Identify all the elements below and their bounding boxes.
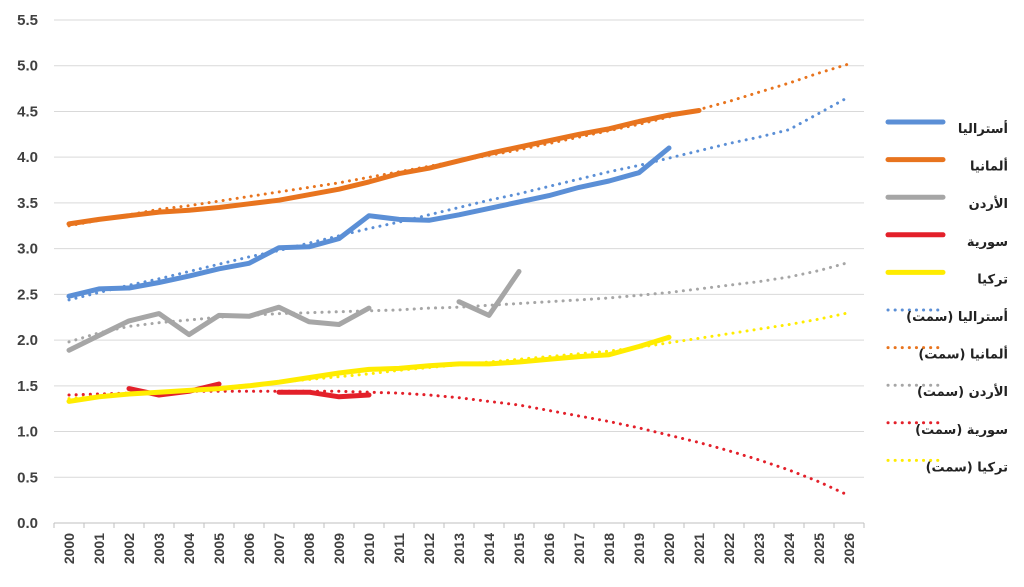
x-tick-label: 2024 bbox=[781, 533, 797, 564]
y-tick-label: 4.5 bbox=[17, 103, 38, 120]
x-tick-label: 2006 bbox=[241, 533, 257, 564]
legend-label: أستراليا (سمت) bbox=[906, 308, 1008, 325]
x-tick-label: 2009 bbox=[331, 533, 347, 564]
legend-label: أستراليا bbox=[958, 120, 1008, 137]
x-tick-label: 2012 bbox=[421, 533, 437, 564]
x-tick-label: 2005 bbox=[211, 533, 227, 564]
x-tick-label: 2013 bbox=[451, 533, 467, 564]
x-tick-label: 2015 bbox=[511, 533, 527, 564]
series-line-4 bbox=[66, 334, 672, 404]
x-tick-label: 2014 bbox=[481, 533, 497, 564]
y-tick-label: 1.0 bbox=[17, 424, 38, 441]
x-tick-label: 2022 bbox=[721, 533, 737, 564]
legend: أستراليا ألمانيا الأردن سورية تركيا أستراليا … bbox=[885, 119, 1008, 475]
series-line-0 bbox=[66, 145, 672, 299]
y-tick-label: 2.0 bbox=[17, 332, 38, 349]
x-tick-label: 2000 bbox=[61, 533, 77, 564]
series-line-2 bbox=[66, 304, 372, 353]
x-axis-ticks: 2000 2001 2002 2003 2004 2005 2006 2007 2008 2009… bbox=[53, 523, 865, 564]
trend-line-6 bbox=[67, 62, 851, 228]
series-line-3 bbox=[276, 389, 372, 400]
legend-label: ألمانيا bbox=[970, 158, 1008, 175]
y-tick-label: 0.0 bbox=[17, 515, 38, 532]
x-tick-label: 2008 bbox=[301, 533, 317, 564]
y-tick-label: 5.5 bbox=[17, 12, 38, 29]
x-tick-label: 2023 bbox=[751, 533, 767, 564]
x-tick-label: 2004 bbox=[181, 533, 197, 564]
legend-label: سورية bbox=[967, 235, 1008, 250]
x-tick-label: 2018 bbox=[601, 533, 617, 564]
y-tick-label: 4.0 bbox=[17, 149, 38, 166]
x-tick-label: 2026 bbox=[841, 533, 857, 564]
x-tick-label: 2001 bbox=[91, 533, 107, 564]
y-tick-label: 3.5 bbox=[17, 195, 38, 212]
trend-line-7 bbox=[67, 260, 851, 344]
legend-label: الأردن (سمت) bbox=[917, 383, 1008, 400]
x-tick-label: 2011 bbox=[391, 533, 407, 564]
y-tick-label: 3.0 bbox=[17, 241, 38, 258]
x-tick-label: 2003 bbox=[151, 533, 167, 564]
gridlines bbox=[54, 19, 864, 478]
x-tick-label: 2025 bbox=[811, 533, 827, 564]
x-tick-label: 2019 bbox=[631, 533, 647, 564]
y-tick-label: 1.5 bbox=[17, 378, 38, 395]
legend-label: ألمانيا (سمت) bbox=[918, 346, 1008, 363]
trend-line-8 bbox=[67, 389, 851, 498]
x-tick-label: 2017 bbox=[571, 533, 587, 564]
y-tick-label: 0.5 bbox=[17, 469, 38, 486]
x-tick-label: 2007 bbox=[271, 533, 287, 564]
legend-label: سورية (سمت) bbox=[915, 423, 1008, 438]
series-line-1 bbox=[66, 108, 702, 227]
y-axis-ticks: 0.0 0.5 1.0 1.5 2.0 2.5 3.0 3.5 4.0 4.5 5.0 5.5 bbox=[17, 12, 38, 532]
x-tick-label: 2021 bbox=[691, 533, 707, 564]
trend-line-5 bbox=[67, 95, 851, 302]
data-series bbox=[66, 108, 702, 404]
trend-series bbox=[67, 62, 851, 498]
y-tick-label: 2.5 bbox=[17, 286, 38, 303]
x-tick-label: 2016 bbox=[541, 533, 557, 564]
x-tick-label: 2020 bbox=[661, 533, 677, 564]
legend-label: الأردن bbox=[969, 195, 1008, 212]
legend-label: تركيا bbox=[977, 272, 1008, 287]
y-tick-label: 5.0 bbox=[17, 58, 38, 75]
x-tick-label: 2010 bbox=[361, 533, 377, 564]
x-tick-label: 2002 bbox=[121, 533, 137, 564]
legend-label: تركيا (سمت) bbox=[926, 460, 1008, 475]
series-line-2 bbox=[456, 269, 522, 318]
